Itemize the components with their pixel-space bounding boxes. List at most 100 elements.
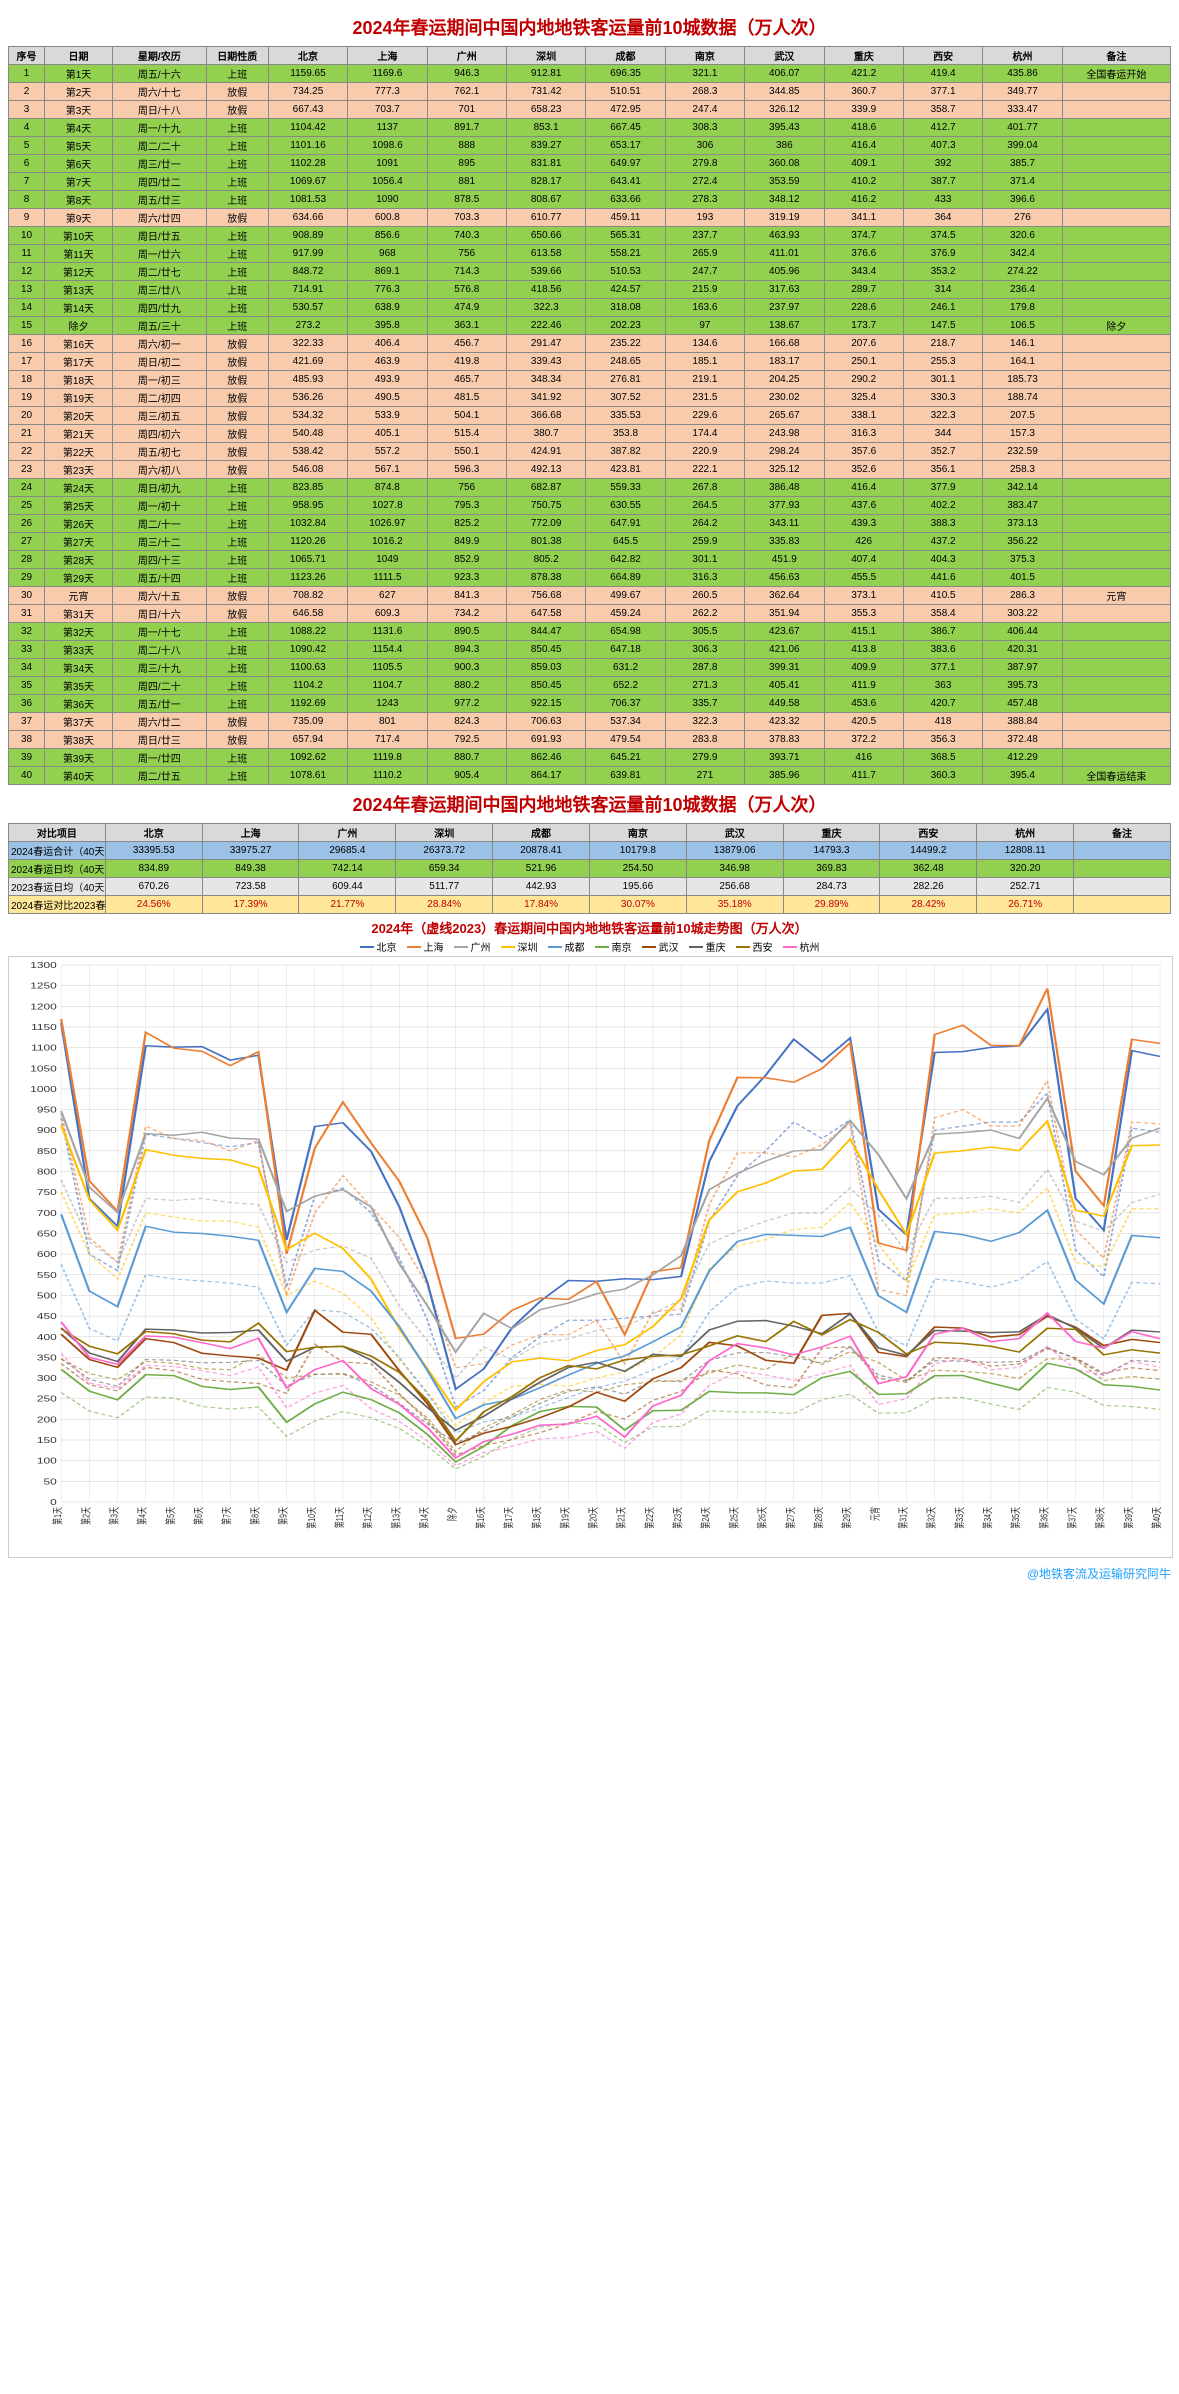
chart-title: 2024年（虚线2023）春运期间中国内地地铁客运量前10城走势图（万人次） bbox=[8, 918, 1171, 937]
svg-text:第1天: 第1天 bbox=[51, 1507, 64, 1525]
table-row: 25第25天周一/初十上班958.951027.8795.3750.75630.… bbox=[9, 497, 1171, 515]
svg-text:第7天: 第7天 bbox=[220, 1507, 233, 1525]
svg-text:第3天: 第3天 bbox=[107, 1507, 120, 1525]
svg-text:第26天: 第26天 bbox=[755, 1507, 768, 1529]
table-row: 22第22天周五/初七放假538.42557.2550.1424.91387.8… bbox=[9, 443, 1171, 461]
svg-text:第31天: 第31天 bbox=[896, 1507, 909, 1529]
table-row: 30元宵周六/十五放假708.82627841.3756.68499.67260… bbox=[9, 587, 1171, 605]
svg-text:700: 700 bbox=[37, 1210, 57, 1219]
svg-text:第39天: 第39天 bbox=[1121, 1507, 1134, 1529]
table-row: 17第17天周日/初二放假421.69463.9419.8339.43248.6… bbox=[9, 353, 1171, 371]
table-row: 10第10天周日/廿五上班908.89856.6740.3650.66565.3… bbox=[9, 227, 1171, 245]
svg-text:第35天: 第35天 bbox=[1009, 1507, 1022, 1529]
legend-item: 北京 bbox=[360, 939, 397, 954]
summary-title: 2024年春运期间中国内地地铁客运量前10城数据（万人次） bbox=[8, 791, 1171, 817]
legend-item: 重庆 bbox=[689, 939, 726, 954]
table-row: 37第37天周六/廿二放假735.09801824.3706.63537.343… bbox=[9, 713, 1171, 731]
table-row: 28第28天周四/十三上班1065.711049852.9805.2642.82… bbox=[9, 551, 1171, 569]
table-row: 11第11天周一/廿六上班917.99968756613.58558.21265… bbox=[9, 245, 1171, 263]
svg-text:800: 800 bbox=[37, 1168, 57, 1177]
svg-text:600: 600 bbox=[37, 1251, 57, 1260]
table-row: 33第33天周二/十八上班1090.421154.4894.3850.45647… bbox=[9, 641, 1171, 659]
col-header: 上海 bbox=[348, 47, 427, 65]
legend-item: 成都 bbox=[548, 939, 585, 954]
col-header: 北京 bbox=[268, 47, 347, 65]
svg-text:第17天: 第17天 bbox=[501, 1507, 514, 1529]
trend-chart: 0501001502002503003504004505005506006507… bbox=[8, 956, 1173, 1558]
svg-text:1250: 1250 bbox=[30, 982, 57, 991]
col-header: 重庆 bbox=[824, 47, 903, 65]
summary-row: 2024春运对比2023春运增幅（40天）24.56%17.39%21.77%2… bbox=[9, 896, 1171, 914]
table-row: 35第35天周四/二十上班1104.21104.7880.2850.45652.… bbox=[9, 677, 1171, 695]
svg-text:750: 750 bbox=[37, 1189, 57, 1198]
legend-item: 杭州 bbox=[783, 939, 820, 954]
svg-text:除夕: 除夕 bbox=[445, 1507, 458, 1521]
svg-text:第36天: 第36天 bbox=[1037, 1507, 1050, 1529]
chart-legend: 北京上海广州深圳成都南京武汉重庆西安杭州 bbox=[8, 939, 1171, 954]
table-row: 16第16天周六/初一放假322.33406.4456.7291.47235.2… bbox=[9, 335, 1171, 353]
svg-text:850: 850 bbox=[37, 1148, 57, 1157]
svg-text:200: 200 bbox=[37, 1416, 57, 1425]
col-header: 深圳 bbox=[506, 47, 585, 65]
svg-text:第14天: 第14天 bbox=[417, 1507, 430, 1529]
svg-text:第21天: 第21天 bbox=[614, 1507, 627, 1529]
col-header: 备注 bbox=[1062, 47, 1170, 65]
svg-text:450: 450 bbox=[37, 1313, 57, 1322]
legend-item: 上海 bbox=[407, 939, 444, 954]
credit-text: @地铁客流及运输研究阿牛 bbox=[8, 1565, 1171, 1582]
col-header: 序号 bbox=[9, 47, 45, 65]
table-row: 18第18天周一/初三放假485.93493.9465.7348.34276.8… bbox=[9, 371, 1171, 389]
table-row: 24第24天周日/初九上班823.85874.8756682.87559.332… bbox=[9, 479, 1171, 497]
legend-item: 武汉 bbox=[642, 939, 679, 954]
svg-text:第4天: 第4天 bbox=[135, 1507, 148, 1525]
svg-text:第8天: 第8天 bbox=[248, 1507, 261, 1525]
svg-text:第12天: 第12天 bbox=[361, 1507, 374, 1529]
svg-text:第2天: 第2天 bbox=[79, 1507, 92, 1525]
legend-item: 深圳 bbox=[501, 939, 538, 954]
legend-item: 西安 bbox=[736, 939, 773, 954]
svg-text:第28天: 第28天 bbox=[811, 1507, 824, 1529]
svg-text:100: 100 bbox=[37, 1457, 57, 1466]
col-header: 广州 bbox=[427, 47, 506, 65]
svg-text:第16天: 第16天 bbox=[473, 1507, 486, 1529]
table-row: 4第4天周一/十九上班1104.421137891.7853.1667.4530… bbox=[9, 119, 1171, 137]
table-row: 34第34天周三/十九上班1100.631105.5900.3859.03631… bbox=[9, 659, 1171, 677]
table-row: 32第32天周一/十七上班1088.221131.6890.5844.47654… bbox=[9, 623, 1171, 641]
summary-row: 2023春运日均（40天）670.26723.58609.44511.77442… bbox=[9, 878, 1171, 896]
table-row: 21第21天周四/初六放假540.48405.1515.4380.7353.81… bbox=[9, 425, 1171, 443]
table-row: 40第40天周二/廿五上班1078.611110.2905.4864.17639… bbox=[9, 767, 1171, 785]
svg-text:900: 900 bbox=[37, 1127, 57, 1136]
col-header: 日期性质 bbox=[206, 47, 268, 65]
table-row: 27第27天周三/十二上班1120.261016.2849.9801.38645… bbox=[9, 533, 1171, 551]
table-row: 5第5天周二/二十上班1101.161098.6888839.27653.173… bbox=[9, 137, 1171, 155]
svg-text:第20天: 第20天 bbox=[586, 1507, 599, 1529]
svg-text:元宵: 元宵 bbox=[868, 1507, 881, 1521]
svg-text:1200: 1200 bbox=[30, 1003, 57, 1012]
table-row: 6第6天周三/廿一上班1102.281091895831.81649.97279… bbox=[9, 155, 1171, 173]
legend-item: 广州 bbox=[454, 939, 491, 954]
table-row: 36第36天周五/廿一上班1192.691243977.2922.15706.3… bbox=[9, 695, 1171, 713]
svg-text:第38天: 第38天 bbox=[1093, 1507, 1106, 1529]
svg-text:第24天: 第24天 bbox=[699, 1507, 712, 1529]
main-title: 2024年春运期间中国内地地铁客运量前10城数据（万人次） bbox=[8, 14, 1171, 40]
summary-row: 2024春运日均（40天）834.89849.38742.14659.34521… bbox=[9, 860, 1171, 878]
svg-text:500: 500 bbox=[37, 1292, 57, 1301]
svg-text:第32天: 第32天 bbox=[924, 1507, 937, 1529]
col-header: 南京 bbox=[665, 47, 744, 65]
table-row: 31第31天周日/十六放假646.58609.3734.2647.58459.2… bbox=[9, 605, 1171, 623]
svg-text:第6天: 第6天 bbox=[191, 1507, 204, 1525]
svg-text:1150: 1150 bbox=[31, 1024, 57, 1033]
col-header: 成都 bbox=[586, 47, 665, 65]
svg-text:第40天: 第40天 bbox=[1150, 1507, 1163, 1529]
svg-text:第11天: 第11天 bbox=[332, 1507, 345, 1528]
summary-table: 对比项目北京上海广州深圳成都南京武汉重庆西安杭州备注 2024春运合计（40天）… bbox=[8, 823, 1171, 914]
table-row: 39第39天周一/廿四上班1092.621119.8880.7862.46645… bbox=[9, 749, 1171, 767]
legend-item: 南京 bbox=[595, 939, 632, 954]
svg-text:第13天: 第13天 bbox=[389, 1507, 402, 1529]
daily-table: 序号日期星期/农历日期性质北京上海广州深圳成都南京武汉重庆西安杭州备注 1第1天… bbox=[8, 46, 1171, 785]
table-row: 26第26天周二/十一上班1032.841026.97825.2772.0964… bbox=[9, 515, 1171, 533]
table-row: 7第7天周四/廿二上班1069.671056.4881828.17643.412… bbox=[9, 173, 1171, 191]
svg-text:第5天: 第5天 bbox=[163, 1507, 176, 1525]
svg-text:250: 250 bbox=[37, 1395, 57, 1404]
table-row: 12第12天周二/廿七上班848.72869.1714.3539.66510.5… bbox=[9, 263, 1171, 281]
